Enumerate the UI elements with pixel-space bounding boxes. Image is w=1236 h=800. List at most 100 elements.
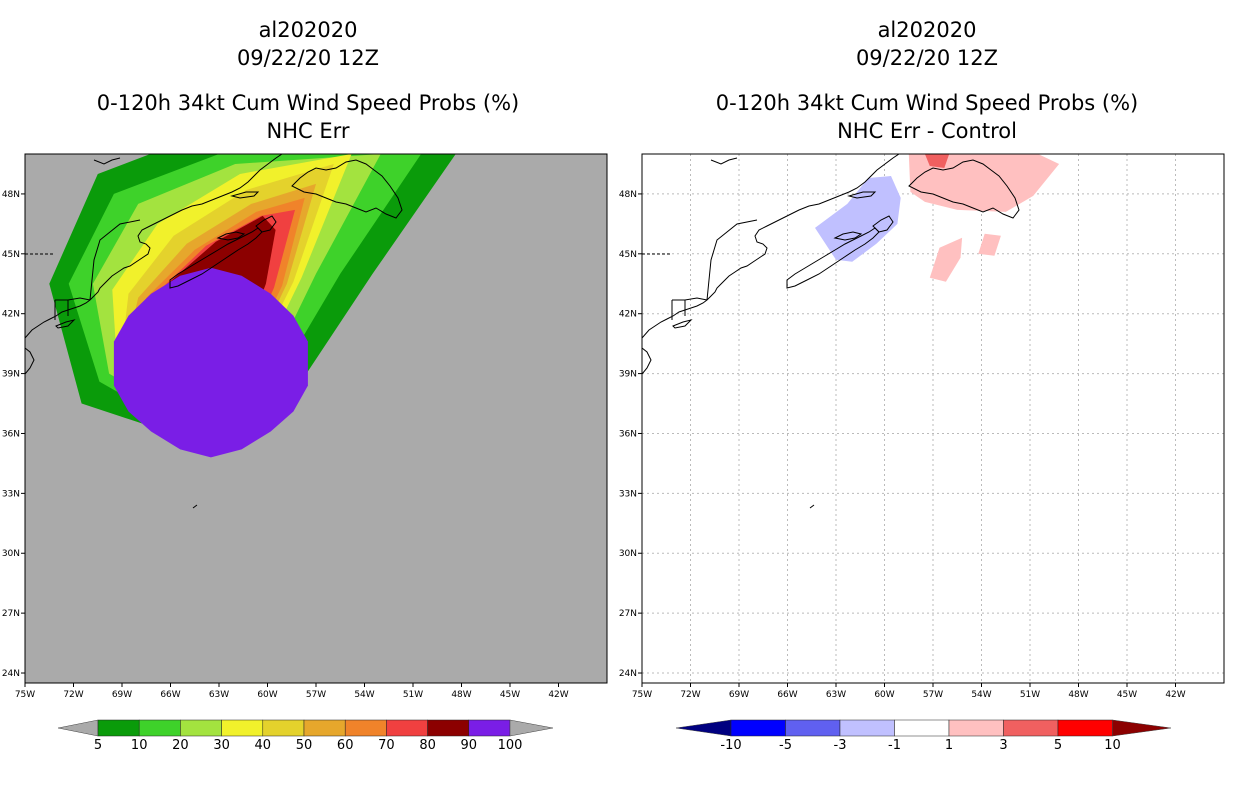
x-tick-label: 54W <box>354 690 374 700</box>
right-gridlines <box>642 154 1224 683</box>
x-tick-label: 60W <box>257 690 277 700</box>
left-coastlines <box>25 154 403 509</box>
contour--3to-1 <box>815 176 901 262</box>
x-tick-label: 63W <box>826 690 846 700</box>
colorbar-label: 60 <box>337 738 354 753</box>
longisland-coastline <box>55 319 76 329</box>
x-tick-label: 42W <box>1165 690 1185 700</box>
x-tick-label: 51W <box>403 690 423 700</box>
left-probability-field <box>49 154 456 458</box>
contour-1to3 <box>978 233 1001 256</box>
left-chart-subtitle: NHC Err <box>266 119 349 143</box>
x-tick-label: 63W <box>209 690 229 700</box>
colorbar-label: 20 <box>172 738 189 753</box>
contour-3to5 <box>924 154 950 168</box>
colorbar-high-arrow <box>509 719 554 737</box>
y-tick-label: 27N <box>619 609 637 619</box>
y-tick-label: 36N <box>2 429 20 439</box>
longisland-coastline <box>672 319 693 329</box>
x-tick-label: 69W <box>729 690 749 700</box>
colorbar-label: 3 <box>999 738 1007 753</box>
y-tick-label: 30N <box>2 549 20 559</box>
x-tick-label: 45W <box>500 690 520 700</box>
y-tick-label: 24N <box>2 669 20 679</box>
pei-coastline <box>833 231 863 241</box>
pei-coastline <box>216 231 246 241</box>
right-chart-title: 0-120h 34kt Cum Wind Speed Probs (%) <box>716 91 1138 115</box>
colorbar-label: 80 <box>419 738 436 753</box>
y-tick-label: 45N <box>619 250 637 260</box>
colorbar-label: 70 <box>378 738 395 753</box>
x-tick-label: 45W <box>1117 690 1137 700</box>
mainland-coastline <box>25 154 283 375</box>
colorbar-label: -3 <box>834 738 847 753</box>
left-axis-ticks: 75W 72W 69W 66W 63W 60W 57W 54W 51W 48W 45W 42W 24N 2… <box>2 190 569 700</box>
colorbar-label: 1 <box>945 738 953 753</box>
right-datetime: 09/22/20 12Z <box>856 46 998 70</box>
x-tick-label: 66W <box>160 690 180 700</box>
left-colorbar: 5 10 20 30 40 50 60 70 80 90 100 <box>57 719 554 753</box>
y-tick-label: 48N <box>619 190 637 200</box>
x-tick-label: 48W <box>451 690 471 700</box>
colorbar-swatch <box>427 719 470 737</box>
colorbar-label: 5 <box>94 738 102 753</box>
left-datetime: 09/22/20 12Z <box>237 46 379 70</box>
colorbar-swatch <box>730 719 786 737</box>
contour-1to3 <box>929 237 963 282</box>
y-tick-label: 39N <box>2 370 20 380</box>
colorbar-swatch <box>344 719 387 737</box>
colorbar-high-arrow <box>1112 719 1172 737</box>
y-tick-label: 30N <box>619 549 637 559</box>
colorbar-swatch <box>221 719 264 737</box>
mainland-coastline <box>642 154 900 375</box>
colorbar-label: 40 <box>255 738 272 753</box>
colorbar-low-arrow <box>57 719 99 737</box>
y-tick-label: 24N <box>619 669 637 679</box>
y-tick-label: 27N <box>2 609 20 619</box>
x-tick-label: 48W <box>1068 690 1088 700</box>
x-tick-label: 57W <box>923 690 943 700</box>
right-chart-subtitle: NHC Err - Control <box>837 119 1017 143</box>
colorbar-label: -10 <box>720 738 741 753</box>
colorbar-low-arrow <box>675 719 732 737</box>
colorbar-label: 10 <box>131 738 148 753</box>
y-tick-label: 42N <box>619 310 637 320</box>
colorbar-label: 100 <box>498 738 523 753</box>
borders-coastline <box>671 219 758 320</box>
anticosti-coastline <box>230 191 260 199</box>
colorbar-swatch <box>97 719 140 737</box>
y-tick-label: 42N <box>2 310 20 320</box>
colorbar-swatch <box>1057 719 1113 737</box>
right-panel: al202020 09/22/20 12Z 0-120h 34kt Cum Wi… <box>619 18 1225 753</box>
right-difference-field <box>815 154 1060 282</box>
colorbar-label: -1 <box>888 738 901 753</box>
colorbar-label: 10 <box>1104 738 1121 753</box>
x-tick-label: 51W <box>1020 690 1040 700</box>
bermuda-coastline <box>192 504 198 509</box>
colorbar-swatch <box>839 719 895 737</box>
capebreton-coastline <box>255 215 277 233</box>
borders-coastline <box>54 219 141 320</box>
colorbar-swatch <box>386 719 428 737</box>
x-tick-label: 66W <box>777 690 797 700</box>
colorbar-swatch <box>303 719 346 737</box>
colorbar-swatch <box>948 719 1004 737</box>
colorbar-label: 30 <box>213 738 230 753</box>
right-coastlines <box>642 154 1020 509</box>
x-tick-label: 57W <box>306 690 326 700</box>
colorbar-swatch <box>262 719 305 737</box>
colorbar-swatch <box>468 719 511 737</box>
x-tick-label: 72W <box>680 690 700 700</box>
x-tick-label: 42W <box>548 690 568 700</box>
y-tick-label: 48N <box>2 190 20 200</box>
x-tick-label: 69W <box>112 690 132 700</box>
contour-90-100 <box>113 267 308 458</box>
left-panel: al202020 09/22/20 12Z 0-120h 34kt Cum Wi… <box>2 18 608 753</box>
y-tick-label: 39N <box>619 370 637 380</box>
contour-1to3 <box>908 154 1060 212</box>
colorbar-label: -5 <box>779 738 792 753</box>
capebreton-coastline <box>872 215 894 233</box>
y-tick-label: 45N <box>2 250 20 260</box>
x-tick-label: 54W <box>971 690 991 700</box>
